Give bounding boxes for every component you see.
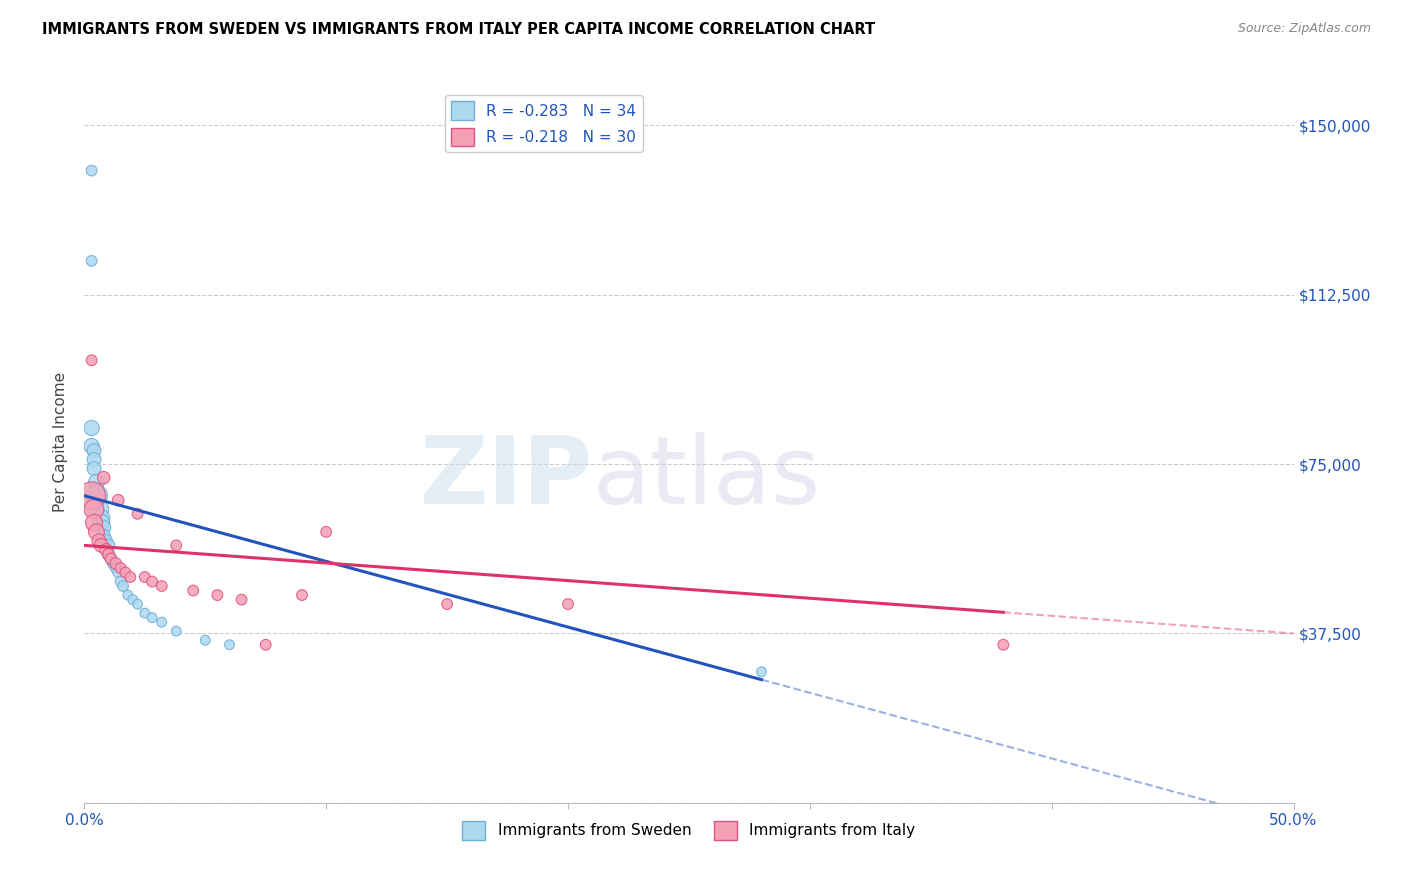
- Point: [436, 597, 458, 611]
- Point: [254, 638, 277, 652]
- Point: [80, 163, 103, 178]
- Point: [100, 552, 122, 566]
- Point: [110, 561, 132, 575]
- Point: [150, 579, 173, 593]
- Point: [86, 489, 108, 503]
- Point: [87, 502, 110, 516]
- Point: [107, 566, 129, 580]
- Point: [83, 502, 105, 516]
- Point: [291, 588, 314, 602]
- Point: [80, 353, 103, 368]
- Y-axis label: Per Capita Income: Per Capita Income: [53, 371, 69, 512]
- Point: [231, 592, 253, 607]
- Point: [110, 574, 132, 589]
- Point: [93, 470, 115, 484]
- Point: [97, 548, 120, 562]
- Point: [207, 588, 229, 602]
- Point: [86, 475, 108, 490]
- Text: IMMIGRANTS FROM SWEDEN VS IMMIGRANTS FROM ITALY PER CAPITA INCOME CORRELATION CH: IMMIGRANTS FROM SWEDEN VS IMMIGRANTS FRO…: [42, 22, 876, 37]
- Point: [315, 524, 337, 539]
- Point: [557, 597, 579, 611]
- Point: [90, 511, 112, 525]
- Point: [112, 579, 135, 593]
- Point: [97, 548, 120, 562]
- Point: [194, 633, 217, 648]
- Point: [86, 524, 108, 539]
- Point: [218, 638, 240, 652]
- Point: [93, 520, 115, 534]
- Point: [83, 443, 105, 458]
- Point: [120, 570, 142, 584]
- Legend: Immigrants from Sweden, Immigrants from Italy: Immigrants from Sweden, Immigrants from …: [457, 815, 921, 846]
- Point: [181, 583, 204, 598]
- Point: [83, 516, 105, 530]
- Point: [83, 461, 105, 475]
- Point: [94, 542, 117, 557]
- Point: [80, 253, 103, 268]
- Point: [134, 570, 156, 584]
- Point: [80, 421, 103, 435]
- Text: ZIP: ZIP: [419, 432, 592, 524]
- Point: [87, 533, 110, 548]
- Point: [104, 561, 127, 575]
- Text: atlas: atlas: [592, 432, 821, 524]
- Point: [127, 597, 149, 611]
- Point: [751, 665, 773, 679]
- Point: [90, 516, 112, 530]
- Point: [80, 439, 103, 453]
- Point: [114, 566, 136, 580]
- Point: [100, 552, 122, 566]
- Point: [993, 638, 1015, 652]
- Point: [103, 557, 125, 571]
- Point: [150, 615, 173, 630]
- Point: [165, 538, 187, 552]
- Point: [80, 489, 103, 503]
- Point: [141, 610, 163, 624]
- Point: [104, 557, 127, 571]
- Point: [141, 574, 163, 589]
- Point: [94, 533, 117, 548]
- Point: [107, 493, 129, 508]
- Point: [93, 529, 115, 543]
- Point: [117, 588, 139, 602]
- Point: [90, 538, 112, 552]
- Point: [134, 606, 156, 620]
- Point: [83, 452, 105, 467]
- Point: [86, 484, 108, 499]
- Point: [121, 592, 143, 607]
- Point: [127, 507, 149, 521]
- Point: [97, 538, 120, 552]
- Text: Source: ZipAtlas.com: Source: ZipAtlas.com: [1237, 22, 1371, 36]
- Point: [165, 624, 187, 639]
